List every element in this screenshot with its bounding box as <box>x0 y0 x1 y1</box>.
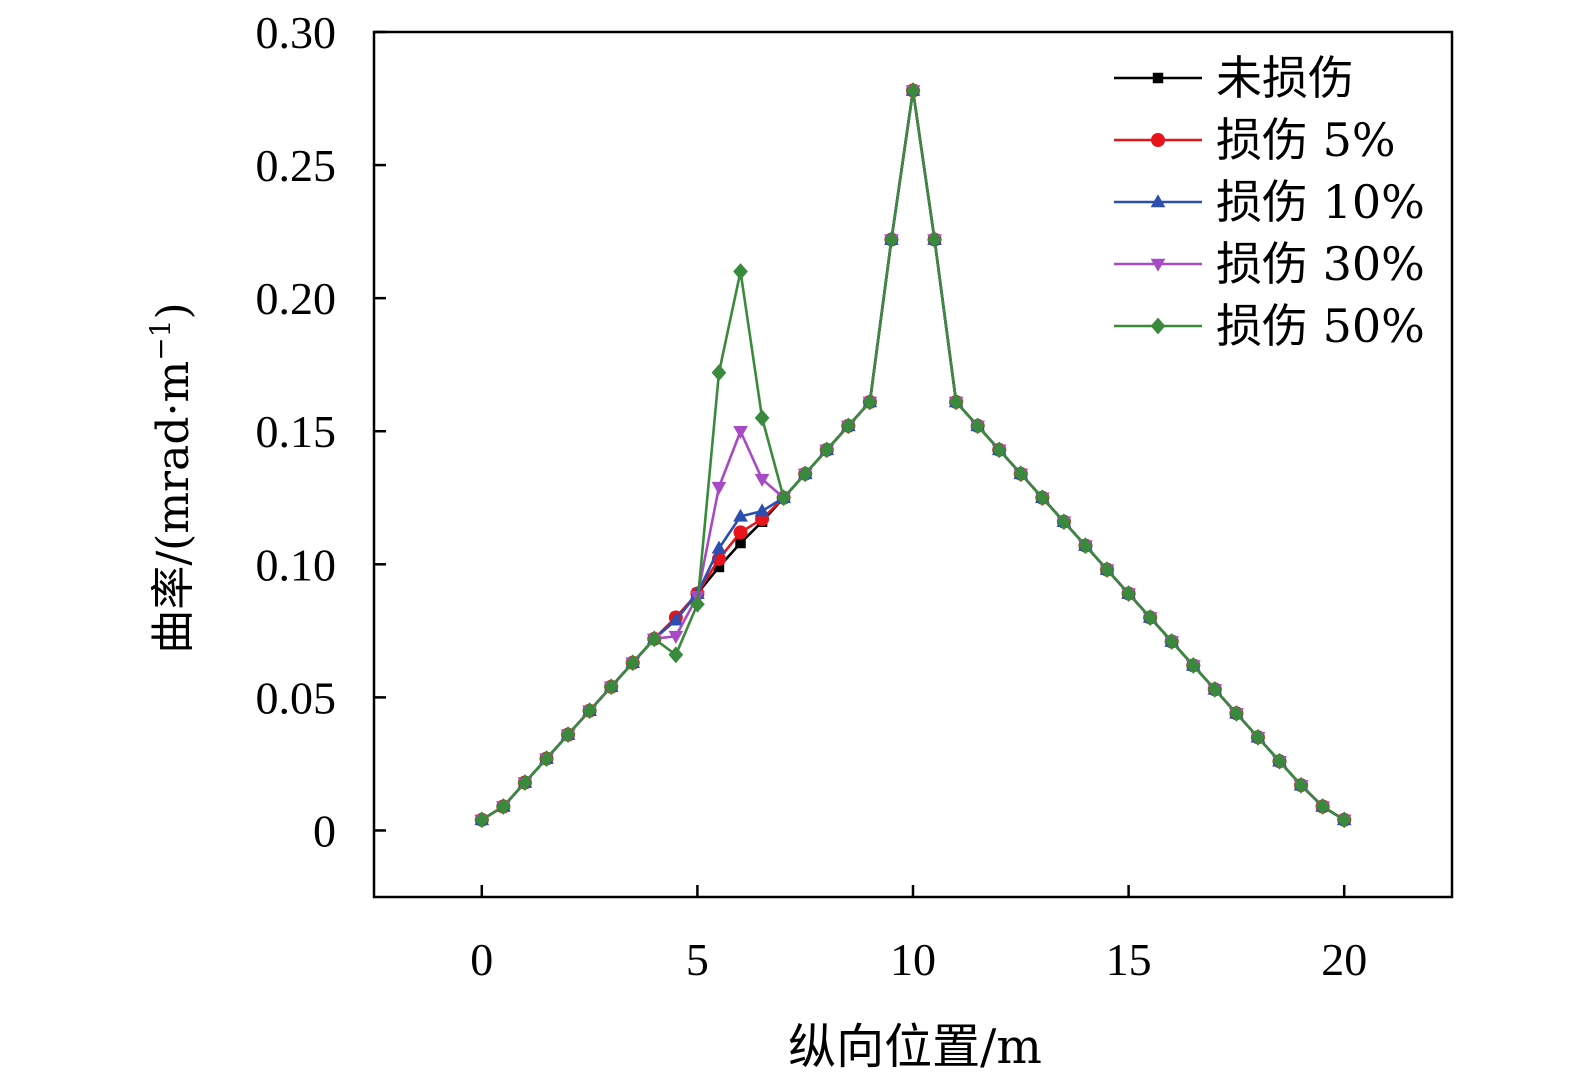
y-tick-label: 0.10 <box>256 539 337 590</box>
y-tick-label: 0 <box>313 805 336 856</box>
data-point <box>1185 657 1201 674</box>
y-tick-label: 0.25 <box>256 140 337 191</box>
data-point <box>754 473 770 487</box>
data-point <box>1035 489 1050 507</box>
data-point <box>711 481 727 495</box>
data-point <box>884 231 899 248</box>
data-point <box>733 525 748 540</box>
y-axis-label-superscript: −1 <box>144 320 177 361</box>
data-point <box>970 417 986 435</box>
legend-label: 损伤 50% <box>1216 299 1425 353</box>
legend-label: 未损伤 <box>1216 51 1354 105</box>
data-point <box>711 540 727 554</box>
data-point <box>625 654 641 672</box>
data-point <box>735 537 746 549</box>
legend-label: 损伤 10% <box>1216 175 1425 229</box>
data-point <box>517 774 533 791</box>
data-point <box>927 231 942 248</box>
series-line <box>481 89 1345 821</box>
legend-entry: 损伤 5% <box>1114 113 1396 167</box>
data-point <box>646 630 662 648</box>
data-point <box>668 646 684 664</box>
data-point <box>1056 513 1072 531</box>
series-5 <box>474 82 1352 829</box>
data-point <box>1099 561 1115 579</box>
data-series <box>474 82 1352 829</box>
data-point <box>1293 776 1309 794</box>
y-tick-label: 0.15 <box>256 406 337 457</box>
data-point <box>862 393 878 411</box>
series-line <box>481 89 1345 821</box>
data-point <box>713 561 725 573</box>
data-point <box>948 393 964 411</box>
data-point <box>560 726 576 744</box>
data-point <box>1164 633 1180 650</box>
legend-marker <box>1150 194 1166 208</box>
y-axis-label: 曲率/(mrad·m−1) <box>144 302 199 653</box>
x-tick-label: 5 <box>686 934 709 985</box>
legend-entry: 损伤 30% <box>1114 237 1425 291</box>
y-axis-label-main: 曲率/(mrad·m <box>148 361 199 654</box>
legend-label: 损伤 30% <box>1216 237 1425 291</box>
data-point <box>668 612 684 626</box>
x-tick-label: 20 <box>1321 934 1367 985</box>
legend-marker <box>1150 317 1166 335</box>
data-point <box>1121 585 1136 602</box>
data-point <box>840 417 856 435</box>
data-point <box>1250 728 1266 746</box>
series-line <box>481 89 1345 821</box>
data-point <box>819 441 835 459</box>
data-point <box>754 503 770 517</box>
data-point <box>991 441 1007 459</box>
x-tick-label: 10 <box>890 934 936 985</box>
data-point <box>733 425 748 439</box>
x-tick-label: 0 <box>470 934 493 985</box>
y-tick-label: 0.05 <box>256 672 337 723</box>
data-point <box>1315 798 1330 815</box>
data-point <box>496 798 511 815</box>
data-point <box>474 811 490 829</box>
x-tick-label: 15 <box>1106 934 1152 985</box>
data-point <box>733 508 748 522</box>
legend-entry: 损伤 50% <box>1114 299 1425 353</box>
data-point <box>668 630 684 644</box>
data-point <box>1207 681 1223 698</box>
data-point <box>711 364 727 382</box>
data-point <box>539 750 554 767</box>
data-point <box>690 595 705 613</box>
data-point <box>905 82 921 99</box>
legend-entry: 未损伤 <box>1114 51 1354 105</box>
legend-entry: 损伤 10% <box>1114 175 1425 229</box>
data-point <box>733 263 748 280</box>
legend-marker <box>1151 133 1165 147</box>
data-point <box>1229 704 1244 722</box>
data-point <box>1142 609 1158 626</box>
legend-label: 损伤 5% <box>1216 113 1396 167</box>
data-point <box>582 702 597 720</box>
y-axis-label-close: ) <box>148 302 199 319</box>
data-point <box>1336 811 1352 829</box>
series-line <box>481 89 1345 821</box>
data-point <box>797 465 813 483</box>
legend-marker <box>1150 258 1166 272</box>
y-tick-label: 0.30 <box>256 7 337 58</box>
series-line <box>481 89 1345 821</box>
data-point <box>1272 752 1287 770</box>
data-point <box>603 678 619 696</box>
y-tick-label: 0.20 <box>256 273 337 324</box>
data-point <box>1078 537 1093 555</box>
tick-marks: 0 5 10 15 20 0 0.05 0.10 0.15 0.20 0.25 0.30 <box>256 7 1368 985</box>
legend-marker <box>1152 72 1164 84</box>
data-point <box>754 409 770 427</box>
data-point <box>1013 465 1029 483</box>
x-axis-label: 纵向位置/m <box>788 1019 1042 1075</box>
data-point <box>776 489 791 507</box>
